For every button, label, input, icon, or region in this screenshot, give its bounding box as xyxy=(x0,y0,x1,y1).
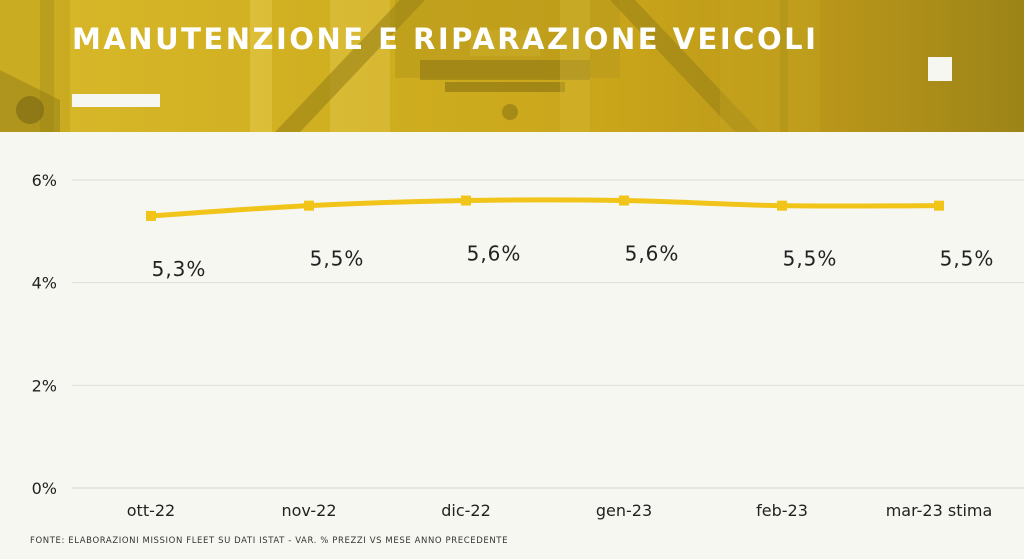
x-tick-label: gen-23 xyxy=(596,501,652,520)
series-line xyxy=(148,197,942,219)
x-tick-label: feb-23 xyxy=(756,501,808,520)
data-point-marker xyxy=(304,200,314,211)
x-tick-label: mar-23 stima xyxy=(886,501,993,520)
grid-lines xyxy=(72,179,1024,489)
data-point-marker xyxy=(934,200,944,211)
decorative-square xyxy=(928,57,952,81)
data-label: 5,5% xyxy=(940,247,995,271)
x-axis-ticks: ott-22 nov-22 dic-22 gen-23 feb-23 mar-23 sti… xyxy=(127,501,993,520)
series-line-layer xyxy=(146,195,944,221)
decorative-bar xyxy=(72,94,160,107)
data-point-marker xyxy=(461,195,471,206)
header-banner: MANUTENZIONE E RIPARAZIONE VEICOLI xyxy=(0,0,1024,132)
data-labels: 5,3% 5,5% 5,6% 5,6% 5,5% 5,5% xyxy=(152,242,995,281)
y-tick-label: 2% xyxy=(32,376,57,395)
data-point-marker xyxy=(777,200,787,211)
x-tick-label: dic-22 xyxy=(441,501,491,520)
data-label: 5,5% xyxy=(310,247,365,271)
data-label: 5,5% xyxy=(783,247,838,271)
x-tick-label: nov-22 xyxy=(281,501,336,520)
chart-title: MANUTENZIONE E RIPARAZIONE VEICOLI xyxy=(72,22,819,56)
data-label: 5,6% xyxy=(467,242,522,266)
data-point-marker xyxy=(146,210,156,221)
y-tick-label: 0% xyxy=(32,479,57,498)
data-point-marker xyxy=(619,195,629,206)
y-tick-label: 4% xyxy=(32,274,57,293)
source-note: FONTE: ELABORAZIONI MISSION FLEET SU DAT… xyxy=(30,536,509,546)
data-label: 5,3% xyxy=(152,257,207,281)
data-label: 5,6% xyxy=(625,242,680,266)
x-tick-label: ott-22 xyxy=(127,501,175,520)
garage-photo-background xyxy=(0,0,820,132)
y-axis-ticks: 0% 2% 4% 6% xyxy=(32,171,57,498)
y-tick-label: 6% xyxy=(32,171,57,190)
line-chart: 0% 2% 4% 6% ott-22 nov-22 dic-22 gen-23 feb-23 m… xyxy=(32,171,1024,520)
